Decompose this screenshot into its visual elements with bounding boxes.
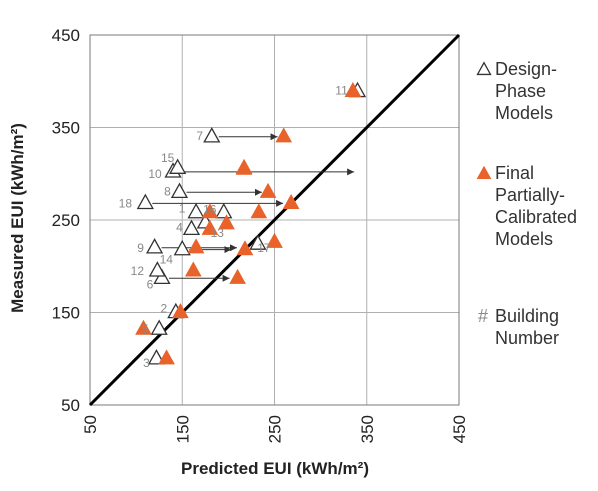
legend-text-line: Final [495, 163, 534, 183]
y-tick-label: 250 [52, 211, 80, 230]
legend-filled-triangle-icon [476, 165, 492, 179]
one-to-one-line [88, 33, 461, 407]
y-axis-title: Measured EUI (kWh/m²) [8, 123, 27, 313]
design-point-17 [249, 234, 267, 250]
building-label-13: 13 [211, 226, 225, 240]
y-tick-label: 450 [52, 26, 80, 45]
x-tick-label: 250 [266, 415, 285, 443]
design-point-8 [170, 182, 189, 199]
design-point-4 [182, 219, 201, 236]
final-point-7 [275, 127, 293, 143]
final-point-8 [259, 182, 277, 198]
final-point-5 [135, 319, 152, 335]
building-label-9: 9 [137, 241, 144, 255]
design-point-15 [169, 158, 187, 174]
legend-hash-symbol: # [478, 306, 488, 326]
legend-text-line: Partially- [495, 185, 565, 205]
legend-text-line: Building [495, 306, 559, 326]
final-point-2 [172, 303, 189, 319]
building-label-11: 11 [335, 83, 348, 97]
final-point-16 [250, 203, 268, 219]
building-label-1: 1 [179, 202, 186, 216]
final-point-14 [236, 240, 254, 256]
design-point-12 [148, 261, 166, 277]
x-tick-label: 50 [81, 415, 100, 434]
final-point-13 [218, 214, 235, 230]
building-label-4: 4 [176, 220, 183, 234]
y-tick-label: 150 [52, 304, 80, 323]
final-point-15 [235, 158, 253, 174]
x-axis-title: Predicted EUI (kWh/m²) [181, 459, 369, 478]
tick-labels-group: 50 150 250 350 450 50 150 250 350 450 [52, 26, 469, 443]
final-point-4 [201, 219, 219, 235]
design-point-5 [150, 319, 168, 335]
final-point-18 [282, 193, 300, 209]
legend-text-line: Models [495, 229, 553, 249]
building-label-12: 12 [131, 264, 145, 278]
x-tick-label: 350 [358, 415, 377, 443]
final-point-3 [158, 349, 175, 365]
points-group [135, 81, 367, 365]
final-point-9 [187, 238, 205, 254]
building-label-17: 17 [257, 241, 271, 255]
y-tick-label: 350 [52, 119, 80, 138]
design-point-14 [173, 239, 191, 256]
building-label-5: 5 [142, 322, 149, 336]
plot-frame [89, 34, 460, 406]
building-label-14: 14 [160, 253, 174, 267]
legend-text-line: Models [495, 103, 553, 123]
building-label-18: 18 [119, 196, 133, 210]
legend-text-line: Calibrated [495, 207, 577, 227]
building-label-2: 2 [160, 302, 167, 316]
legend-open-triangle-icon [476, 61, 492, 76]
x-tick-label: 450 [450, 415, 469, 443]
final-point-6 [229, 268, 246, 284]
design-point-1 [187, 202, 205, 219]
final-point-12 [184, 261, 202, 277]
design-point-9 [145, 238, 164, 254]
reference-line-group [88, 33, 461, 407]
design-point-3 [147, 349, 166, 365]
building-label-7: 7 [196, 129, 203, 143]
legend-text-line: Design- [495, 59, 557, 79]
final-point-11 [344, 82, 362, 98]
legend-text-line: Number [495, 328, 559, 348]
building-label-3: 3 [143, 356, 150, 370]
design-point-7 [203, 127, 221, 143]
legend: Design-PhaseModelsFinalPartially-Calibra… [476, 59, 577, 348]
building-label-6: 6 [147, 277, 154, 291]
design-point-18 [136, 193, 154, 210]
y-tick-label: 50 [61, 396, 80, 415]
x-tick-label: 150 [173, 415, 192, 443]
legend-text-line: Phase [495, 81, 546, 101]
final-point-17 [266, 232, 283, 248]
final-point-1 [201, 203, 219, 219]
building-label-8: 8 [164, 184, 171, 198]
design-point-16 [215, 202, 233, 219]
building-label-15: 15 [161, 151, 175, 165]
building-label-10: 10 [148, 167, 162, 181]
building-label-16: 16 [203, 203, 217, 217]
